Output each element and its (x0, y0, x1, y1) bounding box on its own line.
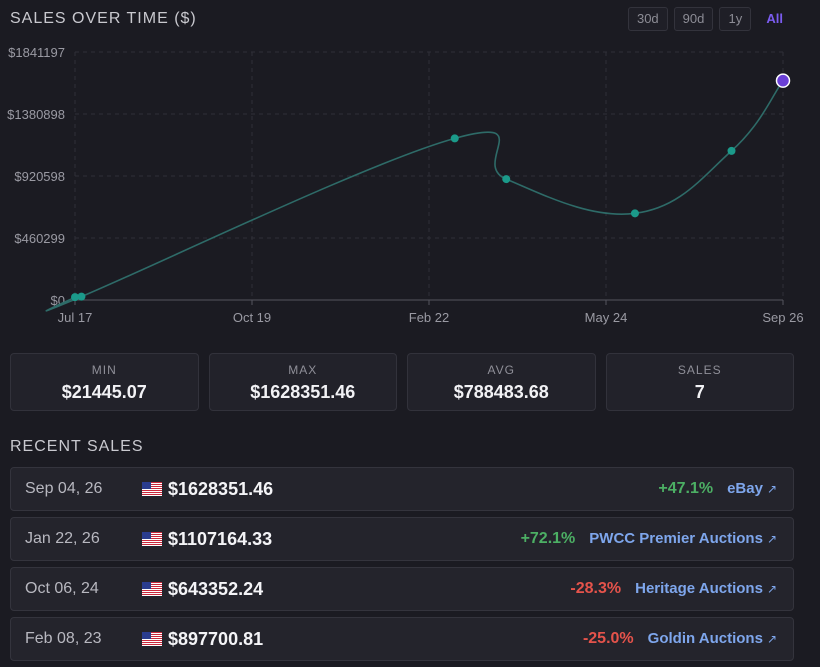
data-point (77, 292, 86, 301)
y-tick-label: $920598 (14, 169, 65, 184)
range-all-button[interactable]: All (766, 11, 783, 26)
sale-source[interactable]: PWCC Premier Auctions (589, 530, 763, 547)
sale-price: $1628351.46 (168, 478, 274, 499)
stat-min: MIN $21445.07 (10, 353, 199, 411)
external-link-icon[interactable]: ↗ (766, 532, 777, 546)
x-tick-label: May 24 (585, 310, 628, 325)
sale-change: -28.3% (570, 580, 622, 597)
data-point (450, 134, 459, 143)
sale-date: Jan 22, 26 (25, 530, 100, 547)
sale-row[interactable]: Jan 22, 26 $1107164.33 +72.1% PWCC Premi… (10, 517, 794, 561)
sale-change: +47.1% (658, 480, 714, 497)
sale-date: Oct 06, 24 (25, 580, 99, 597)
sale-row[interactable]: Oct 06, 24 $643352.24 -28.3% Heritage Au… (10, 567, 794, 611)
stat-max-label: MAX (288, 363, 318, 377)
stat-min-value: $21445.07 (61, 382, 147, 402)
stat-min-label: MIN (91, 363, 117, 377)
data-point (502, 175, 511, 184)
sale-row[interactable]: Sep 04, 26 $1628351.46 +47.1% eBay ↗ (10, 467, 794, 511)
data-point (630, 209, 639, 218)
sale-price: $1107164.33 (168, 528, 273, 549)
sale-source[interactable]: eBay (727, 480, 763, 497)
external-link-icon[interactable]: ↗ (766, 632, 777, 646)
sale-row[interactable]: Feb 08, 23 $897700.81 -25.0% Goldin Auct… (10, 617, 794, 661)
x-tick-label: Oct 19 (233, 310, 271, 325)
recent-sales-list: Sep 04, 26 $1628351.46 +47.1% eBay ↗ Jan … (10, 467, 794, 667)
stat-sales: SALES 7 (605, 353, 794, 411)
series-line (45, 80, 784, 312)
sale-source-link[interactable]: eBay ↗ (727, 480, 777, 498)
stat-max: MAX $1628351.46 (208, 353, 397, 411)
y-tick-label: $1380898 (7, 107, 65, 122)
sale-change: -25.0% (582, 630, 634, 647)
us-flag-icon (142, 532, 162, 546)
stat-sales-label: SALES (677, 363, 722, 377)
sale-source-link[interactable]: Goldin Auctions ↗ (648, 630, 777, 648)
stat-max-value: $1628351.46 (250, 382, 356, 402)
y-tick-label: $460299 (14, 231, 65, 246)
data-point (71, 293, 79, 302)
range-selector: 30d 90d 1y All (627, 7, 792, 31)
stats-row: MIN $21445.07 MAX $1628351.46 AVG $78848… (10, 353, 794, 411)
external-link-icon[interactable]: ↗ (766, 582, 777, 596)
us-flag-icon (142, 582, 162, 596)
sale-source-link[interactable]: Heritage Auctions ↗ (635, 580, 777, 598)
data-point (727, 146, 736, 155)
sale-source[interactable]: Goldin Auctions (647, 630, 763, 647)
stat-avg: AVG $788483.68 (407, 353, 596, 411)
range-1y-button[interactable]: 1y (719, 7, 752, 31)
sale-date: Sep 04, 26 (25, 480, 103, 497)
sale-price: $643352.24 (168, 578, 264, 599)
y-tick-label: $1841197 (8, 45, 65, 60)
external-link-icon[interactable]: ↗ (766, 482, 777, 496)
sale-price: $897700.81 (168, 628, 264, 649)
chart-title: SALES OVER TIME ($) (10, 10, 197, 27)
sale-date: Feb 08, 23 (25, 630, 102, 647)
stat-avg-value: $788483.68 (453, 382, 549, 402)
us-flag-icon (142, 632, 162, 646)
us-flag-icon (142, 482, 162, 496)
sale-source-link[interactable]: PWCC Premier Auctions ↗ (589, 530, 777, 548)
recent-sales-title: RECENT SALES (10, 438, 144, 455)
stat-sales-value: 7 (694, 382, 705, 402)
x-tick-label: Jul 17 (58, 310, 93, 325)
stat-avg-label: AVG (487, 363, 515, 377)
range-90d-button[interactable]: 90d (673, 7, 714, 31)
data-point-latest (775, 73, 791, 88)
x-tick-label: Sep 26 (762, 310, 803, 325)
range-30d-button[interactable]: 30d (627, 7, 668, 31)
x-tick-label: Feb 22 (409, 310, 449, 325)
sale-source[interactable]: Heritage Auctions (635, 580, 763, 597)
sale-change: +72.1% (520, 530, 576, 547)
